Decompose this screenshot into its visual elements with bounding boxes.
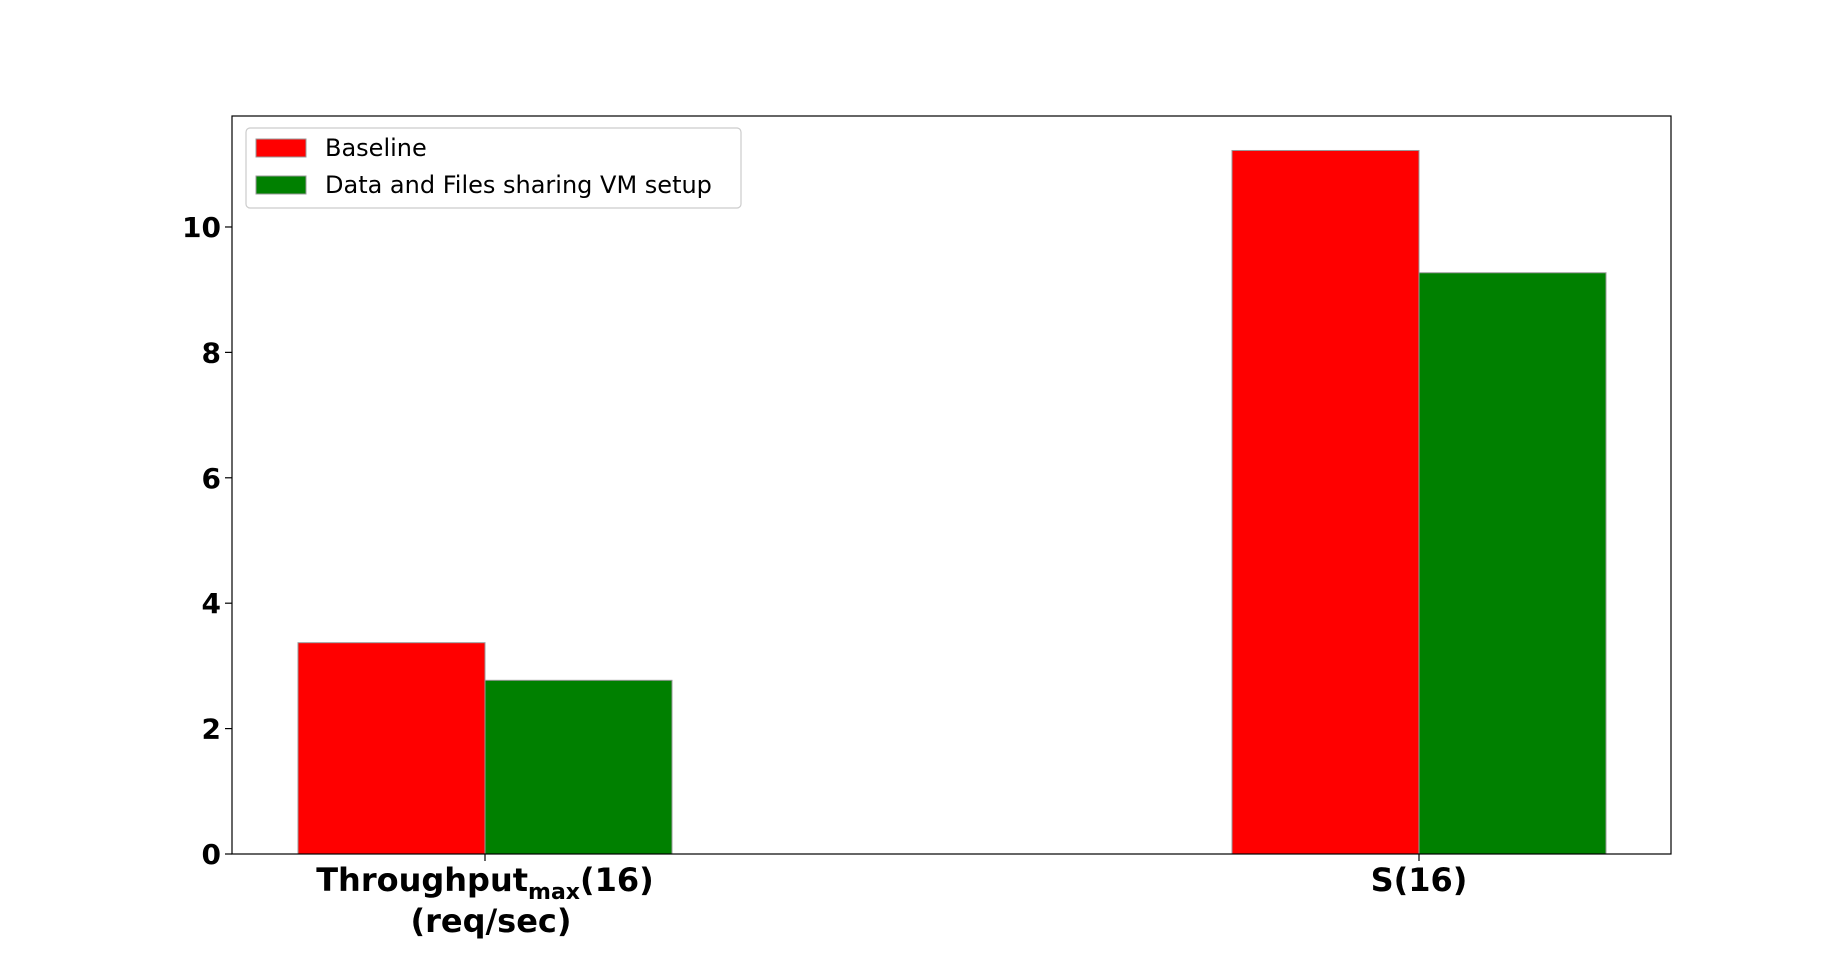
y-axis: 0 2 4 6 8 10: [182, 211, 232, 871]
bar-data-files-sharing-0: [484, 679, 673, 855]
bar-baseline-0: [297, 642, 486, 855]
x-tick-label-main: Throughput: [316, 861, 528, 899]
x-tick-label-main: S(16): [1371, 861, 1468, 899]
y-tick-label: 10: [182, 211, 221, 244]
legend-box: [245, 127, 742, 209]
x-tick-label-suffix: (16): [580, 861, 654, 899]
y-tick-label: 0: [202, 838, 221, 871]
legend-label: Data and Files sharing VM setup: [325, 171, 712, 199]
y-tick-label: 4: [202, 587, 221, 620]
bar-baseline-1: [1231, 149, 1420, 855]
plot-frame: [231, 115, 1672, 855]
y-tick-label: 8: [202, 336, 221, 369]
y-tick-label: 6: [202, 462, 221, 495]
legend-swatch: [255, 175, 307, 195]
y-tick-label: 2: [202, 713, 221, 746]
x-axis: Throughputmax(16)(req/sec) S(16): [316, 854, 1467, 940]
x-tick-label: Throughputmax(16): [316, 861, 654, 905]
x-tick-label-line2: (req/sec): [410, 902, 571, 940]
legend: Baseline Data and Files sharing VM setup: [245, 127, 742, 209]
legend-label: Baseline: [325, 134, 427, 162]
x-tick-label-subscript: max: [528, 880, 580, 905]
legend-swatch: [255, 138, 307, 158]
bars-layer: [297, 149, 1607, 855]
bar-data-files-sharing-1: [1418, 272, 1607, 855]
x-tick-label: S(16): [1371, 861, 1468, 899]
